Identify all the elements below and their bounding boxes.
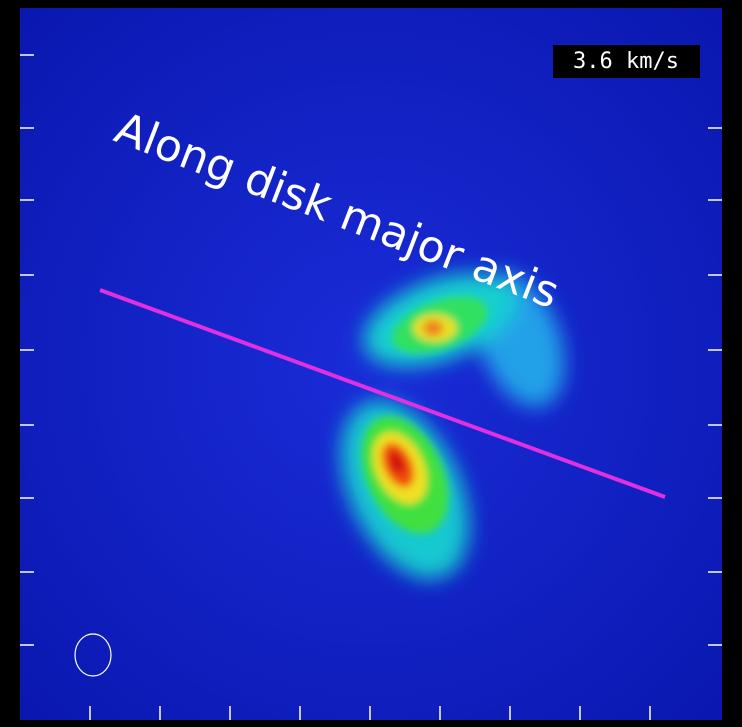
channel-map: Along disk major axis 3.6 km/s: [0, 0, 742, 727]
velocity-label: 3.6 km/s: [573, 49, 679, 74]
page: Along disk major axis 3.6 km/s (() => { …: [0, 0, 742, 727]
